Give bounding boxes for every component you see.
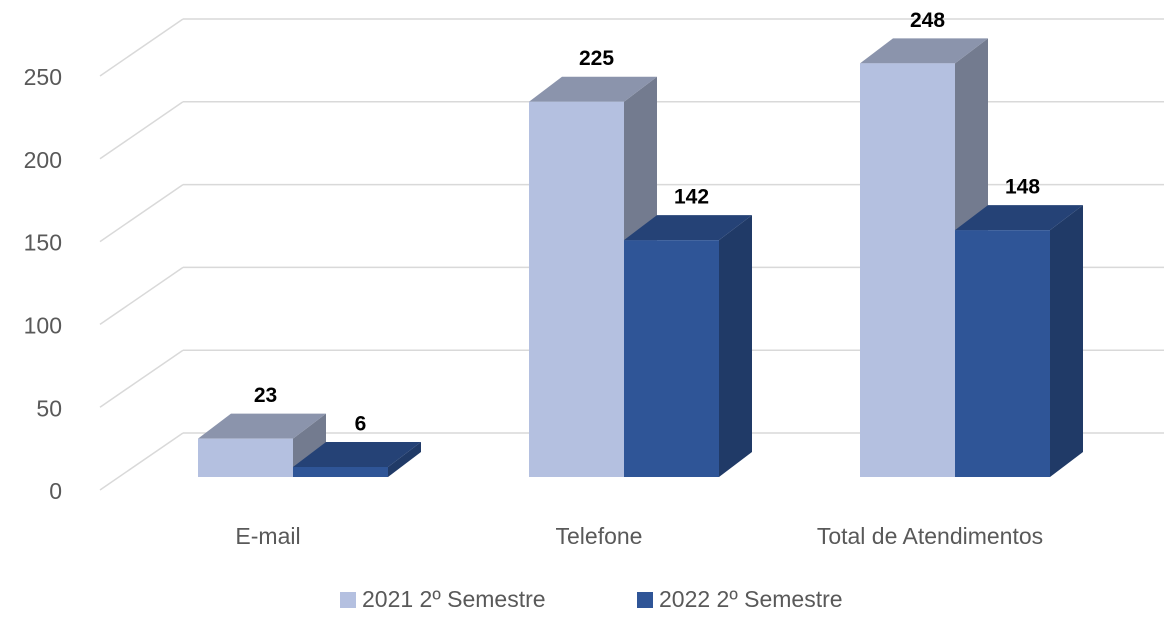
bar (529, 101, 624, 477)
y-tick-label: 200 (24, 147, 62, 173)
legend-label: 2022 2º Semestre (659, 586, 843, 612)
grid-line (99, 183, 184, 243)
data-label: 248 (910, 9, 945, 32)
y-tick-label: 0 (49, 478, 62, 504)
grid-line (99, 266, 184, 326)
grid-line (99, 349, 184, 408)
x-tick-label: Telefone (556, 523, 643, 549)
legend-swatch (340, 592, 356, 608)
x-tick-label: E-mail (235, 523, 300, 549)
bar-side (388, 441, 421, 477)
bar-top (955, 205, 1083, 231)
bar (860, 63, 955, 477)
legend-swatch (637, 592, 653, 608)
bar (624, 240, 719, 477)
bar (198, 438, 293, 477)
y-tick-label: 250 (24, 64, 62, 90)
bar-side (719, 215, 752, 478)
grid-line (99, 432, 184, 491)
bar (955, 230, 1050, 477)
grid-line (99, 101, 184, 160)
y-tick-label: 150 (24, 230, 62, 256)
bar-side (1050, 205, 1083, 478)
legend-label: 2021 2º Semestre (362, 586, 546, 612)
bar-top (860, 38, 988, 64)
y-tick-label: 50 (36, 395, 62, 421)
x-tick-label: Total de Atendimentos (817, 523, 1043, 549)
data-label: 225 (579, 47, 614, 70)
bar-top (529, 76, 657, 102)
data-label: 23 (254, 384, 277, 407)
bar-top (198, 413, 326, 439)
data-label: 148 (1005, 176, 1040, 199)
data-label: 142 (674, 186, 709, 209)
bar-top (624, 215, 752, 241)
y-tick-label: 100 (24, 312, 62, 338)
bar (293, 466, 388, 477)
data-label: 6 (355, 413, 367, 436)
grid-line (99, 18, 184, 77)
bar-top (293, 441, 421, 467)
